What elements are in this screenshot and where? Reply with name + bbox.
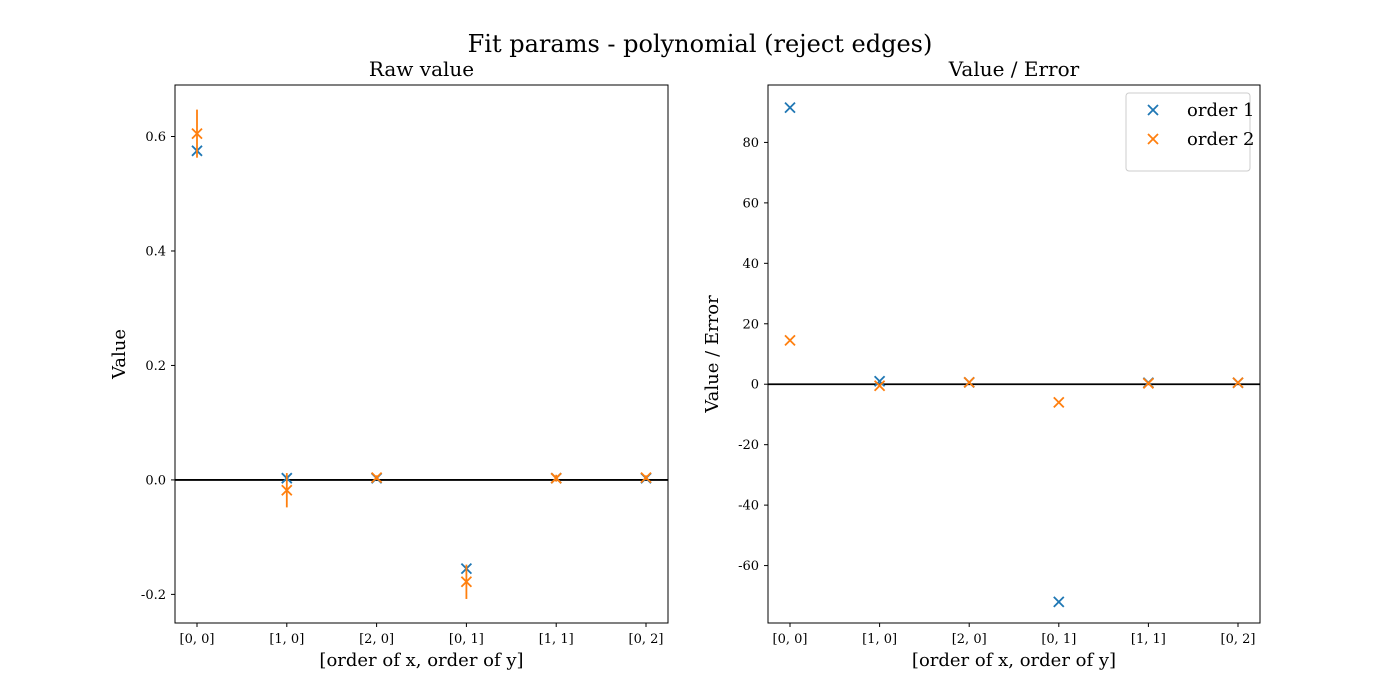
- data-point: [1232, 377, 1244, 389]
- data-point: [963, 376, 975, 389]
- data-point: [1053, 596, 1065, 608]
- x-tick-label: [1, 0]: [269, 632, 304, 647]
- data-point: [460, 576, 473, 588]
- data-point: [1053, 396, 1065, 408]
- value-over-error-plot: Value / Error -60 -40 -20 0 20 40 60 80 [0, 0] [1,…: [702, 57, 1261, 671]
- y-tick-label: -20: [738, 438, 759, 453]
- y-tick-label: -60: [738, 559, 759, 574]
- y-tick-label: 80: [742, 136, 759, 151]
- y-tick-label: 0.6: [145, 130, 166, 145]
- plot-frame: [174, 84, 669, 624]
- x-tick-label: [0, 2]: [629, 632, 664, 647]
- x-tick-label: [1, 1]: [1131, 632, 1166, 647]
- y-tick-label: 0.0: [145, 473, 166, 488]
- x-tick-label: [0, 2]: [1221, 632, 1256, 647]
- legend-label: order 2: [1187, 129, 1254, 150]
- y-tick-label: 0.2: [145, 359, 166, 374]
- x-tick-label: [0, 0]: [773, 632, 808, 647]
- x-axis-label: [order of x, order of y]: [912, 650, 1116, 671]
- subplot-title: Value / Error: [948, 57, 1080, 81]
- y-tick-label: 0: [751, 378, 759, 393]
- legend: order 1 order 2: [1125, 92, 1254, 172]
- series-order-2: [784, 334, 1244, 408]
- data-point: [1142, 377, 1155, 389]
- x-tick-label: [2, 0]: [359, 632, 394, 647]
- x-tick-label: [0, 1]: [1041, 632, 1076, 647]
- y-tick-label: 0.4: [145, 244, 166, 259]
- legend-frame: [1125, 92, 1251, 172]
- x-tick-label: [2, 0]: [952, 632, 987, 647]
- raw-value-plot: Raw value -0.2 0.0 0.2 0.4 0.6 [0, 0] [1, 0] [2,…: [109, 57, 669, 671]
- y-tick-label: 40: [742, 257, 759, 272]
- data-point: [281, 484, 293, 496]
- y-tick-label: -40: [738, 499, 759, 514]
- x-tick-label: [1, 0]: [862, 632, 897, 647]
- data-point: [640, 471, 652, 484]
- x-tick-label: [0, 1]: [449, 632, 484, 647]
- data-point: [191, 128, 203, 140]
- data-point: [784, 102, 796, 114]
- series-order-1: [784, 102, 1244, 608]
- data-point: [873, 375, 886, 387]
- series-order-2: [191, 109, 652, 599]
- y-axis-label: Value: [109, 329, 130, 380]
- subplot-title: Raw value: [369, 57, 474, 81]
- data-point: [873, 380, 886, 392]
- data-point: [550, 472, 562, 484]
- legend-label: order 1: [1187, 100, 1254, 121]
- y-tick-label: -0.2: [141, 588, 166, 603]
- figure-title: Fit params - polynomial (reject edges): [467, 30, 933, 58]
- y-tick-label: 20: [742, 317, 759, 332]
- data-point: [784, 334, 796, 347]
- y-tick-label: 60: [742, 196, 759, 211]
- x-tick-label: [0, 0]: [180, 632, 215, 647]
- legend-marker: [1147, 104, 1159, 116]
- legend-marker: [1147, 133, 1159, 145]
- y-axis-label: Value / Error: [702, 295, 723, 414]
- x-tick-label: [1, 1]: [539, 632, 574, 647]
- series-order-1: [191, 145, 652, 575]
- x-axis-label: [order of x, order of y]: [319, 650, 523, 671]
- plot-frame: [767, 84, 1261, 624]
- data-point: [370, 471, 383, 484]
